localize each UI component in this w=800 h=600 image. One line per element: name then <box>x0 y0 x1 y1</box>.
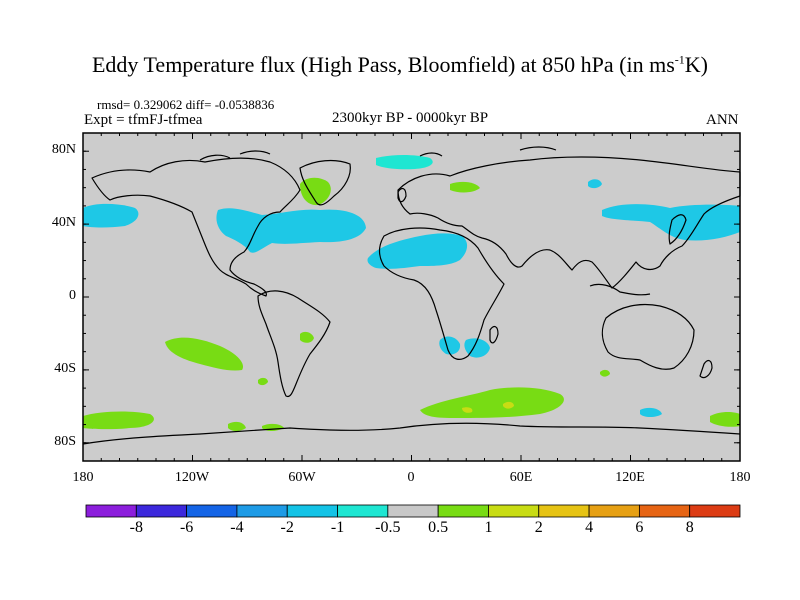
coast-australia <box>601 303 695 370</box>
patch-south-ocean-west <box>83 411 154 430</box>
patch-southern-ocean-east <box>640 407 662 417</box>
patch-north-africa <box>367 233 468 269</box>
patch-south-america-small <box>258 377 268 386</box>
colorbar-label: -0.5 <box>375 519 401 536</box>
colorbar-label: -2 <box>280 519 294 536</box>
stats-line: rmsd= 0.329062 diff= -0.0538836 <box>97 97 275 112</box>
colorbar <box>85 504 741 518</box>
coast-antarctica <box>82 422 741 445</box>
patch-yellow-small <box>503 401 514 409</box>
axis-ticks <box>82 132 741 462</box>
coast-greenland <box>299 159 351 206</box>
colorbar-swatch <box>236 504 288 518</box>
x-tick-60w: 60W <box>288 470 316 485</box>
y-tick-80n: 80N <box>51 142 76 157</box>
patch-south-ocean-atlantic <box>420 387 564 418</box>
season-label: ANN <box>706 112 739 128</box>
patch-south-africa <box>439 336 461 355</box>
colorbar-label: 2 <box>534 519 543 536</box>
coast-north-america <box>91 157 301 297</box>
colorbar-label: -6 <box>179 519 194 536</box>
patch-south-ocean-east <box>710 412 740 427</box>
x-tick-180e: 180 <box>729 470 751 485</box>
coast-indonesia <box>589 283 651 296</box>
coast-japan <box>668 214 687 245</box>
patch-arctic-greenland <box>376 155 433 170</box>
patch-south-pacific-small <box>300 331 314 343</box>
patch-north-pacific-west <box>83 203 139 228</box>
colorbar-swatch <box>186 504 238 518</box>
patch-siberia <box>588 179 602 189</box>
patch-scandinavia <box>450 181 480 193</box>
x-tick-120e: 120E <box>615 470 645 485</box>
patch-australia-south <box>600 369 610 377</box>
colorbar-swatch <box>538 504 590 518</box>
coast-uk <box>397 187 407 203</box>
coast-arctic-islands <box>199 146 557 161</box>
colorbar-swatch <box>286 504 338 518</box>
colorbar-swatch <box>135 504 188 518</box>
y-tick-40s: 40S <box>54 361 76 376</box>
coast-eurasia <box>397 156 741 289</box>
coastlines <box>82 146 741 445</box>
colorbar-swatch <box>488 504 540 518</box>
colorbar-swatch <box>588 504 640 518</box>
x-tick-60e: 60E <box>509 470 533 485</box>
colorbar-label: 4 <box>585 519 594 536</box>
colorbar-label: 6 <box>635 519 644 536</box>
colorbar-swatch <box>85 504 137 518</box>
colorbar-label: -8 <box>129 519 143 536</box>
y-tick-80s: 80S <box>54 434 76 449</box>
patch-south-pacific <box>165 337 244 371</box>
colorbar-swatch <box>638 504 691 518</box>
map-background <box>83 133 740 461</box>
colorbar-label: -4 <box>230 519 244 536</box>
colorbar-label: 1 <box>484 519 493 536</box>
patch-south-ocean-west-2 <box>228 421 246 431</box>
patch-north-america-atlantic <box>216 208 366 253</box>
x-tick-180w: 180 <box>72 470 94 485</box>
experiment-label: Expt = tfmFJ-tfmea <box>84 112 203 128</box>
colorbar-swatch <box>689 504 741 518</box>
x-tick-0: 0 <box>407 470 415 485</box>
colorbar-label: -1 <box>330 519 345 536</box>
coast-new-zealand <box>699 359 713 379</box>
coast-south-america <box>257 290 331 398</box>
coast-africa <box>378 227 505 360</box>
y-tick-0: 0 <box>69 288 76 303</box>
coast-madagascar <box>489 325 499 344</box>
colorbar-label: 8 <box>685 519 694 536</box>
patch-yellow-small-2 <box>462 407 473 413</box>
colorbar-label: 0.5 <box>428 519 449 536</box>
y-tick-40n: 40N <box>51 215 76 230</box>
colorbar-swatch <box>387 504 439 518</box>
patch-greenland-sea <box>300 177 331 206</box>
colorbar-swatch <box>437 504 489 518</box>
period-label: 2300kyr BP - 0000kyr BP <box>331 110 489 126</box>
x-tick-120w: 120W <box>174 470 210 485</box>
figure-title: Eddy Temperature flux (High Pass, Bloomf… <box>91 52 708 77</box>
colorbar-swatch <box>337 504 389 518</box>
